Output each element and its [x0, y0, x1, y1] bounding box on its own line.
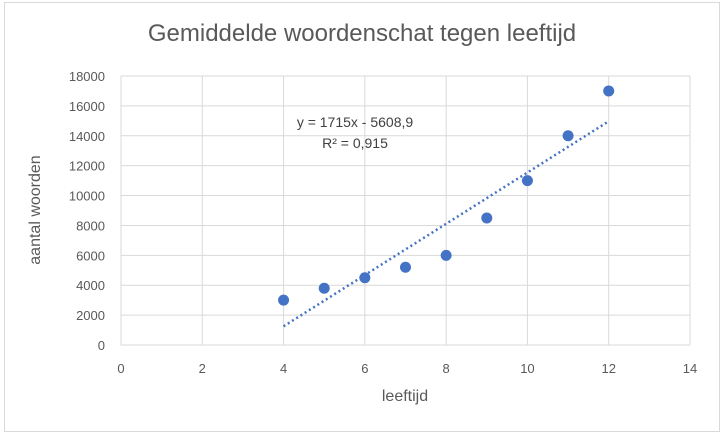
y-tick-label: 4000	[76, 278, 105, 293]
y-tick-label: 6000	[76, 248, 105, 263]
y-axis-label: aantal woorden	[27, 155, 44, 265]
x-tick-label: 2	[199, 361, 206, 376]
trendline-group	[282, 120, 610, 328]
x-tick-labels: 0 2 4 6 8 10 12 14	[117, 361, 697, 376]
chart-title: Gemiddelde woordenschat tegen leeftijd	[147, 20, 577, 47]
trendline-equation: y = 1715x - 5608,9 R² = 0,915	[270, 112, 440, 154]
data-point	[400, 261, 411, 273]
data-point	[481, 212, 493, 224]
gridlines	[120, 75, 691, 346]
x-tick-label: 10	[520, 361, 534, 376]
data-points	[278, 85, 615, 306]
y-tick-labels: 0 2000 4000 6000 8000 10000 12000 14000 16000 180…	[69, 69, 105, 353]
x-tick-label: 14	[683, 361, 697, 376]
data-point	[359, 272, 371, 284]
x-axis-label: leeftijd	[381, 388, 429, 405]
x-tick-label: 6	[361, 361, 368, 376]
y-tick-label: 18000	[69, 69, 105, 84]
x-tick-label: 12	[601, 361, 615, 376]
y-tick-label: 14000	[69, 129, 105, 144]
chart-frame	[4, 2, 720, 432]
x-tick-label: 4	[280, 361, 287, 376]
y-tick-label: 8000	[76, 218, 105, 233]
trendline	[282, 120, 610, 328]
data-point	[318, 282, 330, 294]
trendline-r-squared: R² = 0,915	[322, 135, 388, 151]
x-tick-label: 8	[443, 361, 450, 376]
y-tick-label: 0	[98, 338, 105, 353]
y-tick-label: 2000	[76, 308, 105, 323]
y-tick-label: 10000	[69, 189, 105, 204]
data-point	[521, 175, 533, 187]
y-tick-label: 16000	[69, 99, 105, 114]
trendline-equation-text: y = 1715x - 5608,9	[296, 114, 414, 130]
y-tick-label: 12000	[69, 159, 105, 174]
data-point	[440, 249, 452, 261]
data-point	[278, 294, 290, 306]
x-tick-label: 0	[117, 361, 124, 376]
data-point	[562, 130, 574, 142]
data-point	[603, 85, 615, 97]
